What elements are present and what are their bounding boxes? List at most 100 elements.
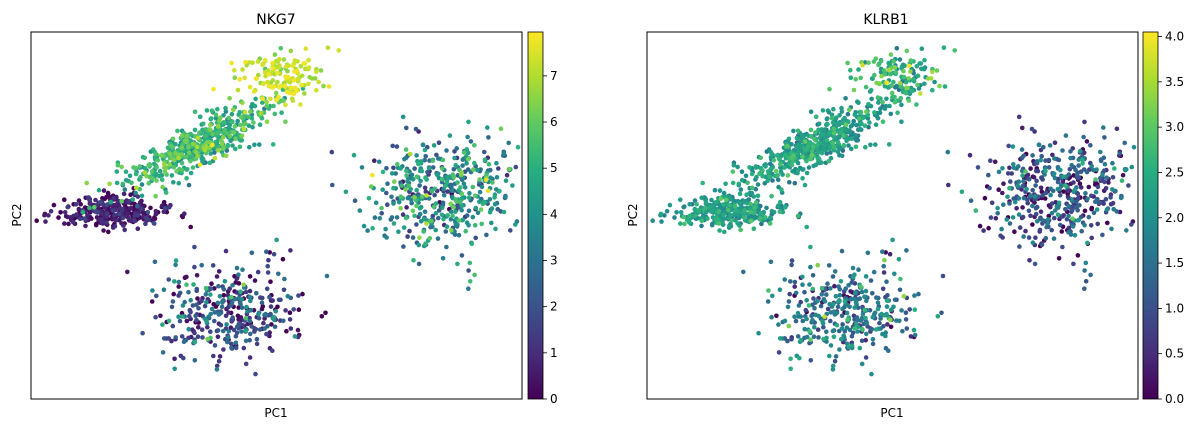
scatter-point bbox=[253, 371, 258, 377]
scatter-point bbox=[1007, 221, 1013, 226]
scatter-point bbox=[820, 318, 825, 324]
scatter-point bbox=[897, 80, 903, 86]
scatter-point bbox=[867, 308, 873, 313]
scatter-point bbox=[798, 314, 803, 319]
scatter-point bbox=[92, 204, 97, 210]
scatter-point bbox=[434, 152, 439, 158]
scatter-point bbox=[880, 99, 885, 105]
scatter-point bbox=[1043, 168, 1048, 174]
scatter-point bbox=[1075, 208, 1080, 213]
scatter-point bbox=[831, 126, 837, 132]
scatter-point bbox=[837, 287, 843, 292]
scatter-point bbox=[862, 123, 868, 128]
scatter-point bbox=[501, 209, 507, 215]
scatter-point bbox=[777, 209, 783, 214]
scatter-point bbox=[1078, 185, 1084, 190]
scatter-point bbox=[181, 355, 186, 361]
scatter-point bbox=[894, 46, 900, 51]
scatter-point bbox=[225, 143, 231, 149]
scatter-point bbox=[826, 158, 832, 164]
scatter-point bbox=[767, 174, 772, 180]
scatter-point bbox=[439, 205, 445, 210]
scatter-point bbox=[94, 221, 99, 227]
scatter-point bbox=[215, 334, 221, 340]
scatter-point bbox=[848, 289, 853, 294]
scatter-point bbox=[915, 73, 921, 79]
scatter-point bbox=[450, 188, 455, 194]
scatter-point bbox=[863, 337, 868, 343]
scatter-point bbox=[285, 68, 290, 74]
scatter-point bbox=[453, 222, 459, 227]
scatter-point bbox=[864, 331, 869, 337]
colorbar-tick-label: 2.0 bbox=[1165, 211, 1184, 225]
scatter-point bbox=[1104, 207, 1110, 213]
scatter-point bbox=[479, 184, 485, 190]
scatter-point bbox=[224, 131, 230, 136]
scatter-point bbox=[884, 298, 890, 303]
scatter-point bbox=[195, 153, 200, 159]
scatter-point bbox=[175, 128, 180, 134]
scatter-point bbox=[459, 208, 465, 213]
scatter-point bbox=[987, 185, 992, 191]
scatter-point bbox=[257, 142, 262, 147]
scatter-point bbox=[405, 234, 410, 239]
scatter-point bbox=[208, 151, 213, 156]
scatter-point bbox=[674, 210, 679, 215]
scatter-point bbox=[667, 202, 673, 208]
scatter-point bbox=[765, 178, 770, 184]
scatter-point bbox=[809, 149, 815, 154]
scatter-point bbox=[1084, 139, 1090, 144]
scatter-point bbox=[1036, 142, 1042, 148]
scatter-point bbox=[251, 308, 257, 313]
scatter-point bbox=[1123, 167, 1128, 172]
scatter-point bbox=[412, 213, 417, 219]
scatter-point bbox=[795, 128, 801, 134]
x-axis-label: PC1 bbox=[880, 406, 903, 420]
scatter-point bbox=[808, 244, 813, 250]
scatter-point bbox=[856, 100, 861, 105]
scatter-point bbox=[104, 202, 110, 208]
scatter-point bbox=[995, 211, 1000, 216]
scatter-point bbox=[482, 157, 488, 162]
scatter-point bbox=[515, 144, 521, 150]
scatter-point bbox=[264, 286, 270, 292]
scatter-point bbox=[892, 271, 897, 277]
scatter-point bbox=[385, 202, 390, 207]
scatter-point bbox=[264, 99, 269, 105]
scatter-point bbox=[196, 325, 201, 330]
scatter-point bbox=[417, 211, 423, 217]
scatter-point bbox=[498, 126, 504, 132]
scatter-point bbox=[420, 194, 425, 199]
scatter-point bbox=[884, 304, 890, 309]
scatter-point bbox=[159, 177, 165, 183]
scatter-point bbox=[167, 151, 173, 157]
scatter-point bbox=[813, 162, 819, 168]
scatter-point bbox=[1052, 156, 1057, 161]
scatter-point bbox=[982, 195, 988, 201]
scatter-point bbox=[398, 194, 404, 199]
scatter-point bbox=[1131, 144, 1137, 150]
colorbar-tick-label: 7 bbox=[550, 69, 558, 83]
scatter-point bbox=[160, 350, 166, 355]
scatter-point bbox=[259, 300, 265, 306]
scatter-point bbox=[243, 328, 249, 334]
scatter-point bbox=[831, 134, 837, 139]
scatter-point bbox=[662, 213, 667, 218]
scatter-point bbox=[1049, 210, 1055, 216]
scatter-point bbox=[798, 337, 804, 343]
scatter-point bbox=[414, 203, 419, 209]
scatter-point bbox=[495, 206, 501, 212]
scatter-point bbox=[384, 166, 389, 171]
scatter-point bbox=[171, 165, 177, 170]
scatter-point bbox=[728, 212, 733, 218]
scatter-point bbox=[277, 85, 282, 90]
scatter-point bbox=[916, 86, 922, 91]
scatter-point bbox=[816, 121, 822, 127]
scatter-point bbox=[248, 109, 253, 114]
scatter-point bbox=[1114, 126, 1120, 132]
scatter-point bbox=[842, 115, 847, 121]
scatter-point bbox=[1066, 213, 1071, 219]
scatter-point bbox=[233, 146, 238, 152]
scatter-point bbox=[1068, 155, 1073, 161]
